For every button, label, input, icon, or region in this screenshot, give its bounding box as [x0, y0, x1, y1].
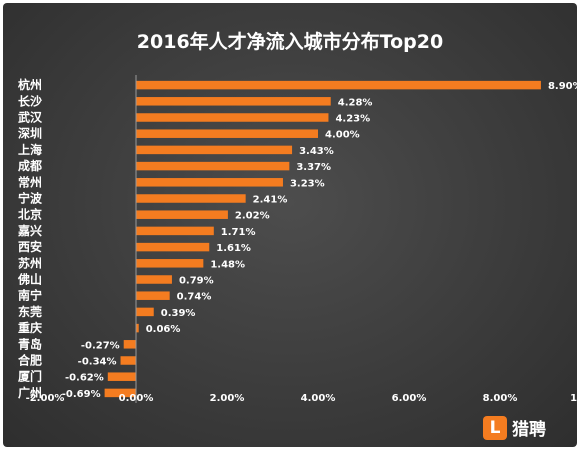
category-label: 西安 [18, 239, 42, 254]
bar-9 [136, 226, 214, 236]
value-label: 4.23% [335, 114, 370, 125]
value-label: 1.61% [216, 243, 251, 254]
x-tick-label: 10.00% [570, 393, 577, 404]
bar-16 [123, 340, 136, 349]
value-label: 4.28% [338, 97, 373, 108]
value-label: 3.37% [296, 162, 331, 173]
value-label: 1.71% [221, 227, 256, 238]
bar-15 [136, 323, 139, 333]
bar-17 [120, 356, 136, 365]
bar-10 [136, 242, 210, 252]
bar-1 [136, 97, 331, 106]
x-tick-label: 8.00% [483, 393, 518, 404]
brand-logo: L 猎聘 [483, 415, 546, 440]
category-label: 常州 [18, 174, 42, 189]
value-label: 4.00% [325, 130, 360, 141]
bar-3 [136, 129, 318, 138]
category-label: 合肥 [18, 353, 42, 368]
category-label: 上海 [18, 142, 42, 157]
category-label: 北京 [18, 207, 42, 222]
category-label: 杭州 [18, 77, 42, 92]
bar-8 [136, 210, 228, 219]
value-label: 0.39% [161, 308, 196, 319]
value-labels: 8.90% 4.28% 4.23% 4.00% 3.43% 3.37% 3.23%2.41%… [62, 81, 577, 400]
value-label: 3.23% [290, 178, 325, 189]
bar-13 [136, 291, 170, 300]
chart-title: 2016年人才净流入城市分布Top20 [137, 30, 443, 53]
value-label: 3.43% [299, 146, 334, 157]
category-label: 广州 [18, 385, 42, 400]
value-label: -0.27% [81, 340, 120, 351]
value-label: 1.48% [210, 259, 245, 270]
category-label: 东莞 [18, 304, 42, 319]
bar-5 [136, 161, 290, 171]
bar-12 [136, 275, 172, 284]
value-label: 2.41% [253, 195, 288, 206]
bar-2 [136, 113, 329, 122]
category-label: 青岛 [18, 336, 42, 351]
category-label: 武汉 [18, 110, 43, 125]
category-label: 长沙 [18, 93, 42, 108]
value-label: 8.90% [548, 81, 577, 92]
value-label: 0.06% [146, 324, 181, 335]
bar-19 [104, 388, 136, 398]
x-tick-label: 4.00% [301, 393, 336, 404]
liepin-logo-icon: L [483, 415, 507, 440]
bar-14 [136, 307, 154, 317]
bar-chart: 2016年人才净流入城市分布Top20 杭州长沙武汉深圳上海成都常州宁波北京嘉兴… [17, 30, 577, 404]
category-label: 宁波 [18, 191, 43, 206]
value-label: 0.79% [179, 276, 214, 287]
value-label: -0.62% [65, 373, 104, 384]
bar-6 [136, 178, 283, 187]
category-label: 南宁 [18, 288, 42, 303]
bar-11 [136, 259, 204, 268]
value-label: -0.34% [78, 357, 117, 368]
x-tick-label: 6.00% [392, 393, 427, 404]
chart-frame: 2016年人才净流入城市分布Top20 杭州 长沙武汉 深圳 上海 成都 常州宁波 北京 嘉兴… [3, 3, 577, 447]
category-label: 重庆 [18, 320, 42, 335]
bar-7 [136, 194, 246, 203]
x-tick-label: -2.00% [26, 393, 65, 404]
category-label: 厦门 [18, 369, 42, 384]
category-label: 嘉兴 [17, 223, 42, 238]
category-label: 苏州 [18, 255, 42, 270]
category-label: 深圳 [18, 126, 42, 141]
bars-group [104, 80, 541, 398]
bar-0 [136, 80, 541, 90]
category-label: 成都 [18, 158, 42, 173]
x-tick-label: 2.00% [210, 393, 245, 404]
logo-text: 猎聘 [512, 420, 546, 440]
value-label: 2.02% [235, 211, 270, 222]
value-label: -0.69% [62, 389, 101, 400]
value-label: 0.74% [177, 292, 212, 303]
bar-4 [136, 145, 293, 155]
category-label: 佛山 [17, 272, 42, 287]
bar-18 [107, 372, 136, 381]
